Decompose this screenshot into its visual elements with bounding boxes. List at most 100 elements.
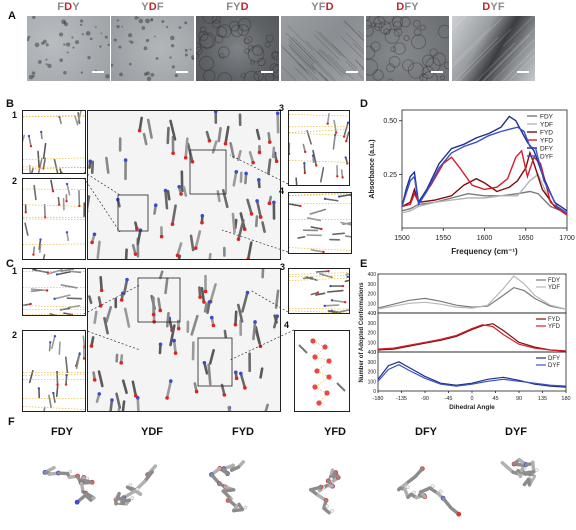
legend-label: FYD xyxy=(548,317,561,323)
legend-label: FDY xyxy=(540,114,554,121)
x-tick-label: 45 xyxy=(492,396,498,402)
tem-title-letter: F xyxy=(226,1,234,13)
crystal-structure-b xyxy=(88,111,280,259)
tem-title-letter: F xyxy=(156,1,164,13)
molecule-model-dfy xyxy=(397,466,462,517)
series-line-yfd xyxy=(377,324,567,352)
sub-label-b2: 2 xyxy=(12,176,18,186)
x-tick-label: 1550 xyxy=(435,235,451,242)
y-tick-label: 0 xyxy=(373,389,376,395)
molecule-model-ydf xyxy=(113,464,158,506)
series-line-fyd xyxy=(377,323,567,352)
series-line-ydf xyxy=(377,275,567,310)
panel-label-f: F xyxy=(8,416,15,428)
y-tick-label: 100 xyxy=(368,379,377,385)
tem-title-1: FDY xyxy=(27,1,110,13)
tem-title-letter: Y xyxy=(490,1,498,13)
x-tick-label: -90 xyxy=(421,396,429,402)
y-tick-label: 100 xyxy=(368,340,377,346)
tem-title-6: DYF xyxy=(452,1,535,13)
x-axis-label: Dihedral Angle xyxy=(449,404,495,411)
sub-label-b4: 4 xyxy=(279,186,285,196)
dihedral-chart: Number of Adopted Conformations 0 100 200 30… xyxy=(359,272,571,411)
legend-label: DYF xyxy=(548,363,560,369)
series-line-fdy xyxy=(401,190,568,214)
tem-title-letter: Y xyxy=(72,1,80,13)
tem-title-letter: D xyxy=(482,1,491,13)
crystal-main-b xyxy=(87,110,281,260)
crystal-inset-c1 xyxy=(22,268,86,316)
molecule-model-fdy xyxy=(42,466,96,505)
tem-image-1 xyxy=(27,16,110,81)
x-tick-label: -45 xyxy=(445,396,453,402)
tem-title-5: DFY xyxy=(366,1,449,13)
molecule-title-yfd: YFD xyxy=(324,426,346,438)
sub-label-c2: 2 xyxy=(12,330,18,340)
sub-label-c3: 3 xyxy=(280,262,286,272)
tem-image-5 xyxy=(366,16,449,81)
x-tick-label: 135 xyxy=(538,396,547,402)
y-tick-label: 300 xyxy=(368,360,377,366)
sub-label-c4: 4 xyxy=(284,320,290,330)
x-tick-label: 1650 xyxy=(518,235,534,242)
legend-label: DFY xyxy=(540,146,554,153)
y-tick-label: 200 xyxy=(368,370,377,376)
y-tick-label: 200 xyxy=(368,331,377,337)
molecule-title-dyf: DYF xyxy=(505,426,527,438)
series-line-fdy xyxy=(377,286,567,310)
tem-title-3: FYD xyxy=(196,1,279,13)
crystal-inset-b2 xyxy=(22,178,86,260)
crystal-main-c xyxy=(87,268,281,412)
sub-label-b3: 3 xyxy=(279,103,285,113)
tem-title-letter: F xyxy=(318,1,326,13)
y-tick-label: 0 xyxy=(373,311,376,317)
x-tick-label: 0 xyxy=(470,396,473,402)
crystal-inset-c3 xyxy=(288,268,350,314)
series-line-dfy xyxy=(377,361,567,388)
y-tick-label: 0.50 xyxy=(383,118,397,125)
legend-label: FDY xyxy=(548,278,560,284)
tem-title-letter: F xyxy=(497,1,505,13)
scale-bar xyxy=(176,71,188,73)
y-tick-label: 200 xyxy=(368,292,377,298)
tem-image-4 xyxy=(281,16,364,81)
molecule-title-fyd: FYD xyxy=(232,426,254,438)
y-tick-label: 400 xyxy=(368,272,377,278)
tem-title-letter: Y xyxy=(411,1,419,13)
x-tick-label: 180 xyxy=(561,396,570,402)
tem-title-letter: F xyxy=(404,1,412,13)
scale-bar xyxy=(517,71,529,73)
scale-bar xyxy=(92,71,104,73)
tem-title-letter: D xyxy=(148,1,157,13)
tem-image-2 xyxy=(111,16,194,81)
crystal-inset-c4 xyxy=(294,330,350,412)
molecule-model-yfd xyxy=(309,468,341,515)
tem-title-letter: Y xyxy=(233,1,241,13)
sub-label-b1: 1 xyxy=(12,110,18,120)
tem-title-letter: F xyxy=(57,1,65,13)
legend-label: YFD xyxy=(540,138,553,145)
y-tick-label: 400 xyxy=(368,350,377,356)
scale-bar xyxy=(346,71,358,73)
water-cluster xyxy=(298,338,346,406)
legend-label: FYD xyxy=(540,130,553,137)
tem-image-3 xyxy=(196,16,279,81)
molecule-title-dfy: DFY xyxy=(415,426,437,438)
tem-title-4: YFD xyxy=(281,1,364,13)
y-tick-label: 300 xyxy=(368,282,377,288)
y-tick-label: 300 xyxy=(368,321,377,327)
crystal-inset-b3 xyxy=(288,110,350,186)
legend-label: YDF xyxy=(548,285,560,291)
series-line-ydf xyxy=(401,173,568,216)
y-tick-label: 400 xyxy=(368,311,377,317)
series-line-dyf xyxy=(377,364,567,387)
molecule-title-fdy: FDY xyxy=(51,426,73,438)
crystal-inset-c2 xyxy=(22,330,86,412)
panel-label-a: A xyxy=(8,10,16,22)
y-axis-label: Number of Adopted Conformations xyxy=(359,282,365,383)
tem-title-letter: D xyxy=(240,1,249,13)
legend-label: YDF xyxy=(540,122,553,129)
panel-label-e: E xyxy=(360,258,368,270)
panel-label-b: B xyxy=(6,98,14,110)
molecule-model-dyf xyxy=(500,457,539,487)
